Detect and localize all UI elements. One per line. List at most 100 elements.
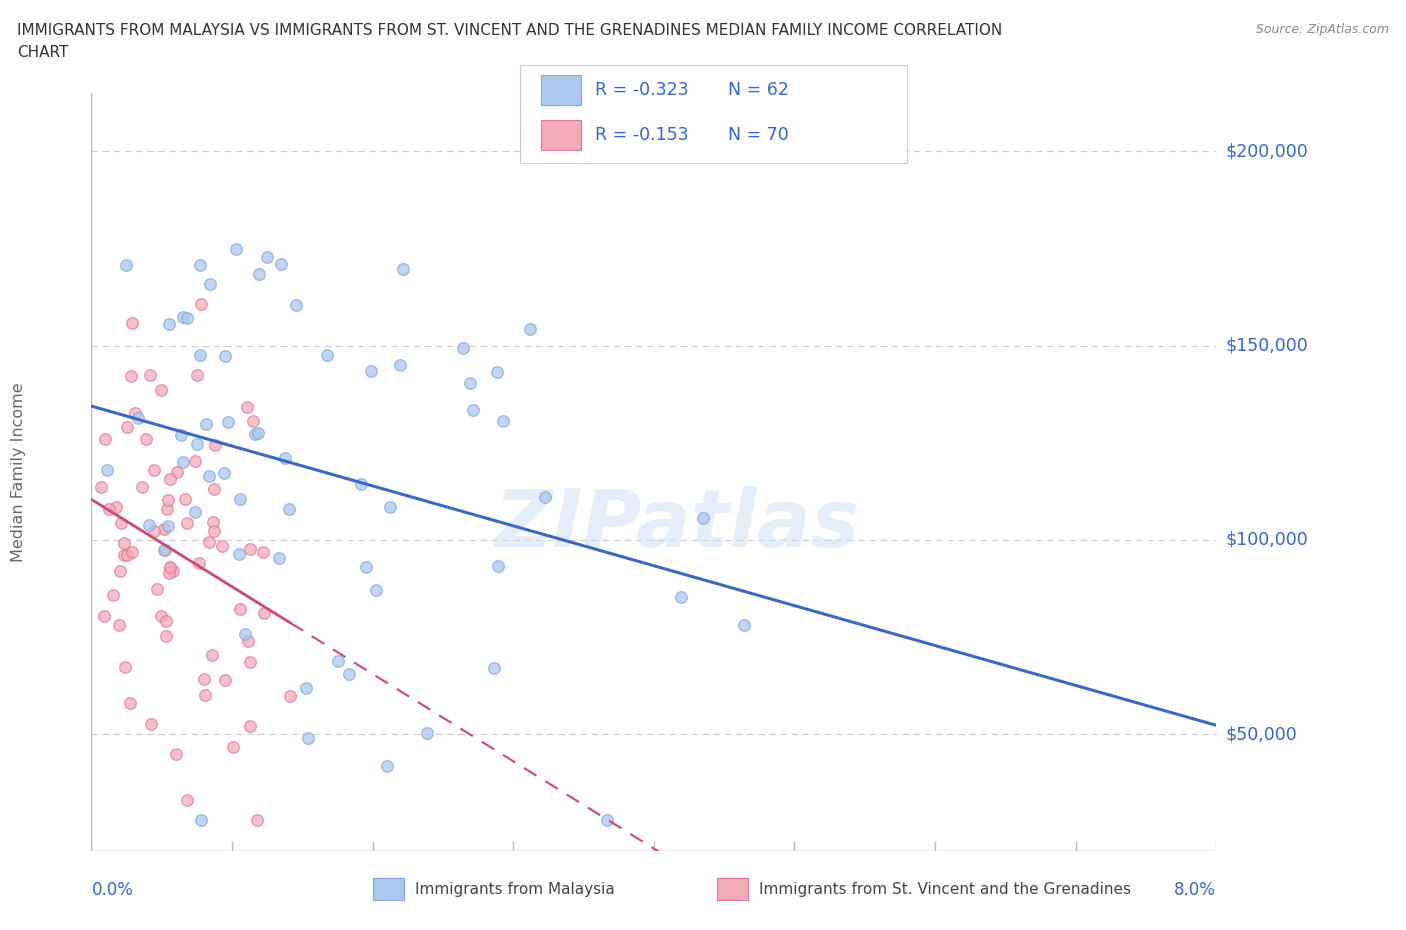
Point bbox=[114, 659, 136, 674]
Point bbox=[101, 588, 124, 603]
Point bbox=[202, 482, 225, 497]
Point bbox=[239, 655, 262, 670]
Point bbox=[239, 541, 262, 556]
Point bbox=[297, 730, 319, 745]
Point bbox=[121, 315, 143, 330]
Point bbox=[222, 739, 245, 754]
Point bbox=[354, 560, 377, 575]
Point bbox=[159, 472, 181, 486]
Point bbox=[451, 340, 474, 355]
Point bbox=[112, 536, 135, 551]
Point bbox=[214, 349, 236, 364]
Text: CHART: CHART bbox=[17, 45, 69, 60]
Point bbox=[198, 535, 221, 550]
Point bbox=[166, 465, 188, 480]
Point bbox=[155, 501, 177, 516]
Point bbox=[204, 437, 226, 452]
Point bbox=[295, 681, 318, 696]
Point bbox=[110, 564, 132, 578]
Point bbox=[201, 647, 224, 662]
Point bbox=[252, 544, 274, 559]
Point bbox=[159, 561, 181, 576]
Point bbox=[156, 519, 179, 534]
Point bbox=[120, 696, 142, 711]
Point bbox=[228, 492, 250, 507]
Point bbox=[124, 405, 146, 420]
Point bbox=[285, 298, 308, 312]
Text: $50,000: $50,000 bbox=[1225, 725, 1296, 743]
Point bbox=[360, 364, 382, 379]
Text: $100,000: $100,000 bbox=[1225, 531, 1308, 549]
Point bbox=[172, 310, 194, 325]
Point bbox=[246, 813, 269, 828]
Text: $150,000: $150,000 bbox=[1225, 337, 1308, 354]
Point bbox=[252, 605, 274, 620]
Point bbox=[211, 538, 233, 553]
Point bbox=[152, 522, 174, 537]
Text: $200,000: $200,000 bbox=[1225, 142, 1308, 160]
Text: R = -0.323: R = -0.323 bbox=[595, 81, 689, 100]
Point bbox=[120, 368, 142, 383]
Point bbox=[596, 813, 619, 828]
Point bbox=[669, 590, 692, 604]
Point bbox=[115, 419, 138, 434]
Point bbox=[176, 311, 198, 325]
Point bbox=[482, 661, 505, 676]
Point bbox=[337, 667, 360, 682]
Point bbox=[201, 515, 224, 530]
Point bbox=[212, 465, 235, 480]
Point bbox=[121, 544, 143, 559]
Text: Immigrants from St. Vincent and the Grenadines: Immigrants from St. Vincent and the Gren… bbox=[759, 882, 1132, 897]
Point bbox=[190, 297, 212, 312]
Point bbox=[243, 426, 266, 441]
Point bbox=[316, 347, 339, 362]
Point bbox=[239, 719, 262, 734]
Point bbox=[131, 480, 153, 495]
Point bbox=[108, 618, 131, 632]
Point bbox=[96, 462, 118, 477]
Point bbox=[225, 242, 247, 257]
Point bbox=[157, 316, 180, 331]
Point bbox=[236, 400, 259, 415]
Point bbox=[127, 410, 149, 425]
Point bbox=[155, 614, 177, 629]
Point bbox=[115, 257, 138, 272]
Point bbox=[458, 376, 481, 391]
Point bbox=[378, 500, 401, 515]
Point bbox=[486, 558, 509, 573]
Point bbox=[188, 347, 211, 362]
Point bbox=[152, 543, 174, 558]
Text: N = 70: N = 70 bbox=[728, 126, 789, 144]
Text: N = 62: N = 62 bbox=[728, 81, 789, 100]
Point bbox=[186, 437, 208, 452]
Point bbox=[157, 565, 180, 580]
Text: Source: ZipAtlas.com: Source: ZipAtlas.com bbox=[1256, 23, 1389, 36]
Point bbox=[246, 426, 269, 441]
Point bbox=[270, 256, 292, 271]
Point bbox=[692, 510, 714, 525]
Point bbox=[238, 634, 260, 649]
Point bbox=[228, 547, 250, 562]
Point bbox=[138, 368, 160, 383]
Text: ZIPatlas: ZIPatlas bbox=[494, 486, 859, 564]
Text: 0.0%: 0.0% bbox=[91, 882, 134, 899]
Point bbox=[139, 716, 162, 731]
Point bbox=[165, 746, 187, 761]
Point bbox=[377, 759, 399, 774]
Point bbox=[485, 365, 508, 379]
Point bbox=[194, 688, 217, 703]
Point bbox=[146, 582, 169, 597]
Text: Median Family Income: Median Family Income bbox=[11, 382, 25, 562]
Point bbox=[533, 489, 555, 504]
Point bbox=[193, 671, 215, 686]
Point bbox=[280, 689, 302, 704]
Text: 8.0%: 8.0% bbox=[1174, 882, 1216, 899]
Point bbox=[190, 813, 212, 828]
Point bbox=[194, 417, 217, 432]
Point bbox=[172, 455, 194, 470]
Text: Immigrants from Malaysia: Immigrants from Malaysia bbox=[415, 882, 614, 897]
Point bbox=[184, 454, 207, 469]
Point bbox=[117, 548, 139, 563]
Point bbox=[198, 469, 221, 484]
Point bbox=[112, 548, 135, 563]
